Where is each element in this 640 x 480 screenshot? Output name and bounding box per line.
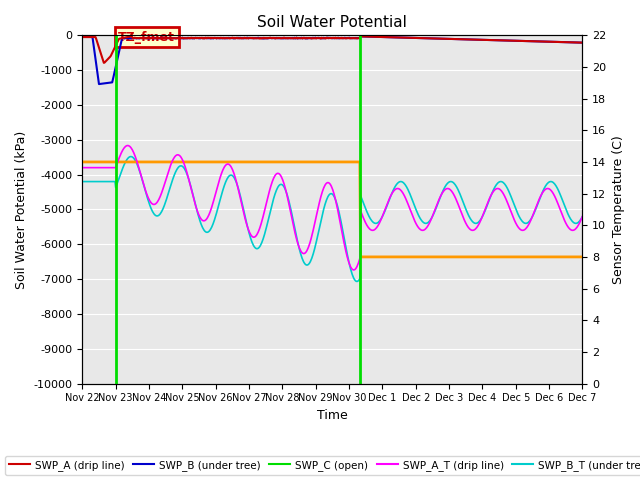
Title: Soil Water Potential: Soil Water Potential — [257, 15, 407, 30]
Text: TZ_fmet: TZ_fmet — [118, 31, 175, 44]
Y-axis label: Sensor Temperature (C): Sensor Temperature (C) — [612, 135, 625, 284]
Y-axis label: Soil Water Potential (kPa): Soil Water Potential (kPa) — [15, 130, 28, 288]
X-axis label: Time: Time — [317, 409, 348, 422]
Legend: SWP_A (drip line), SWP_B (under tree), SWP_C (open), SWP_A_T (drip line), SWP_B_: SWP_A (drip line), SWP_B (under tree), S… — [5, 456, 640, 475]
